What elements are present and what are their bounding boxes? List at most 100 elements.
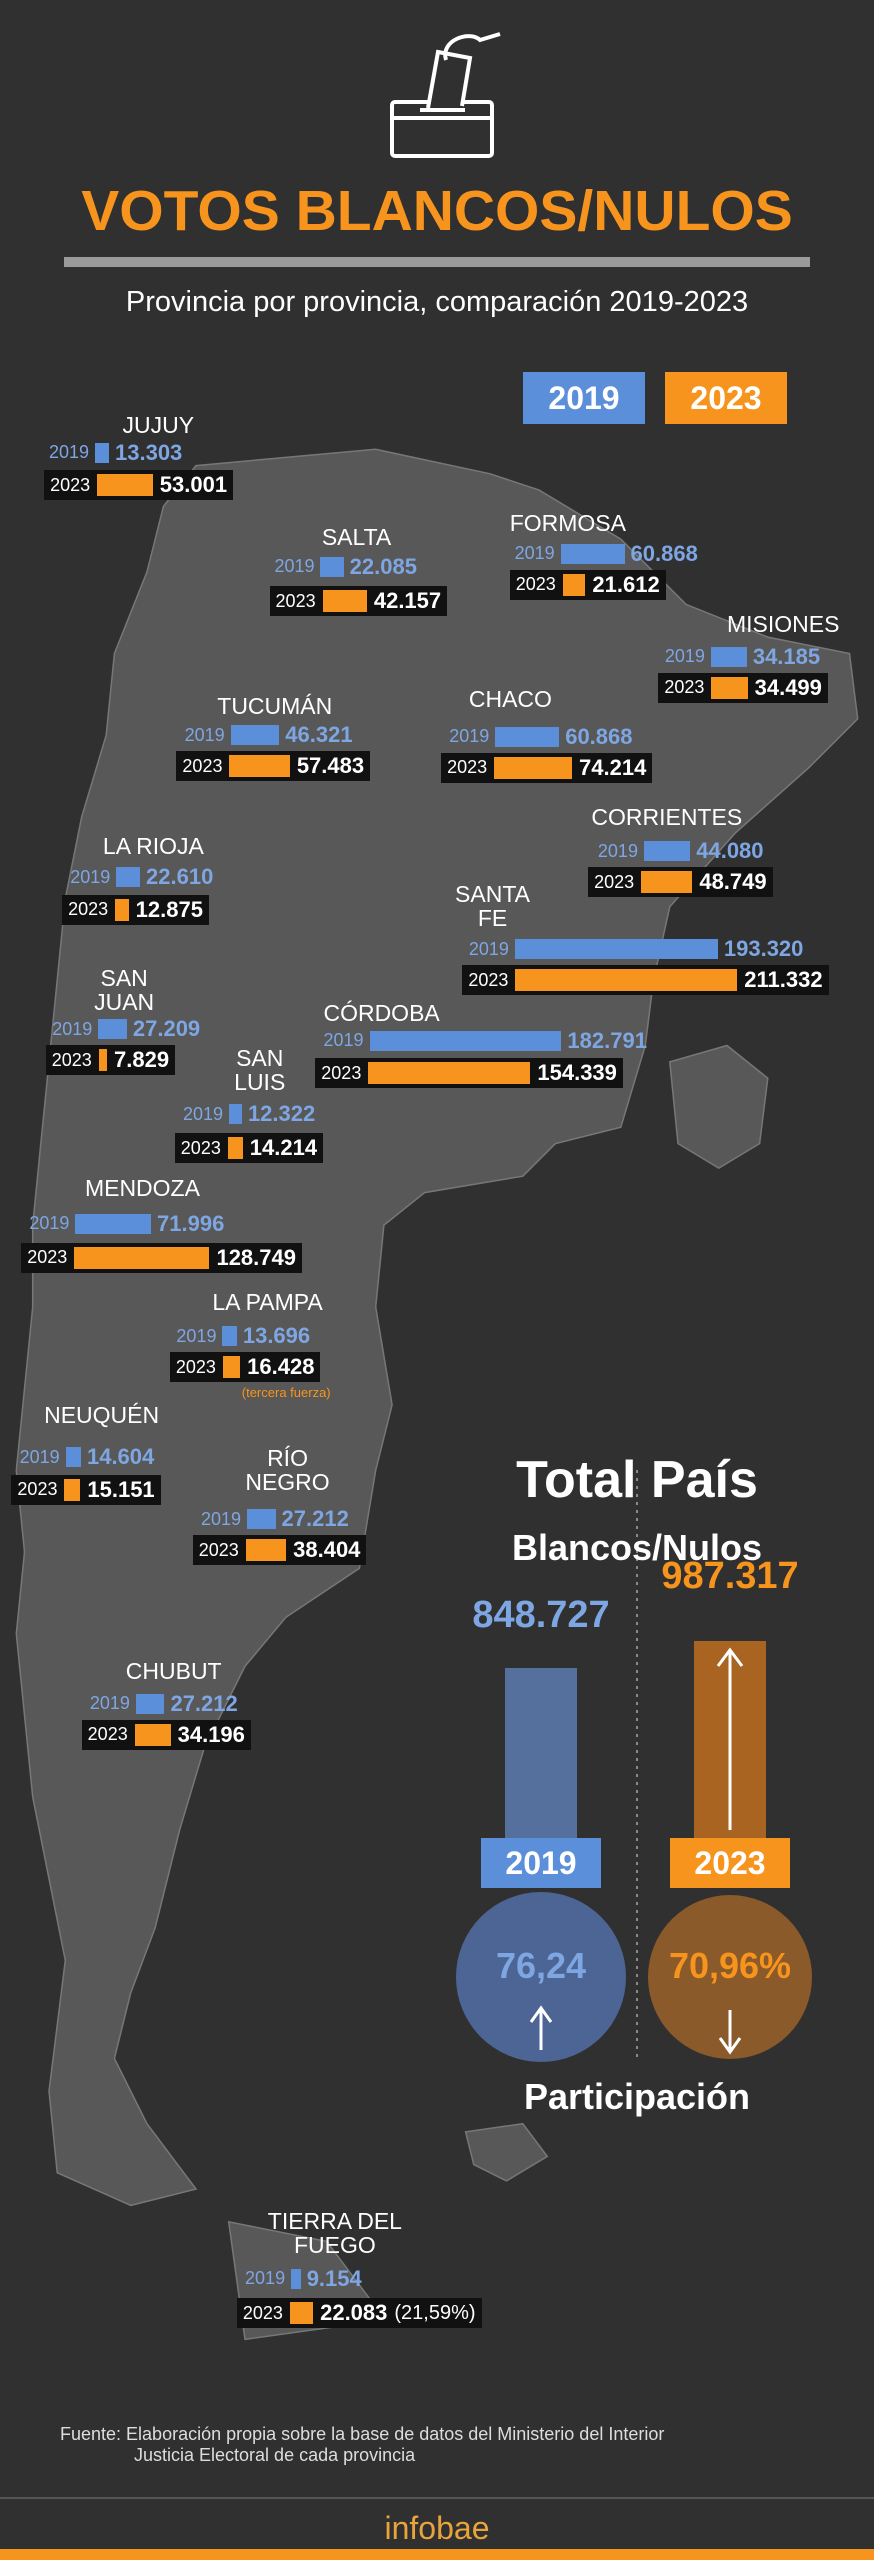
year-label: 2019 (89, 1693, 130, 1714)
bar (64, 1478, 81, 1501)
value-label: 34.499 (754, 674, 822, 700)
bar (368, 1062, 531, 1085)
province-name: CORRIENTES (591, 803, 743, 830)
year-label: 2019 (49, 442, 90, 463)
bar (711, 676, 748, 699)
bar (245, 1539, 287, 1562)
row-2023: 2023 38.404 (192, 1535, 367, 1566)
participation-label: 70,96% (668, 1945, 792, 1986)
row-2019: 2019 27.212 (90, 1691, 238, 1717)
year-label: 2019 (176, 1325, 217, 1346)
year-label: 2023 (242, 2302, 283, 2323)
row-2023: 2023 16.428 (169, 1352, 321, 1383)
province-name: SAN LUIS (234, 1044, 286, 1095)
bar (560, 543, 625, 564)
value-label: 60.868 (565, 723, 633, 749)
row-2023: 2023 128.749 (21, 1242, 302, 1273)
row-2023: 2023 34.499 (658, 672, 828, 703)
year-label: 2019 (245, 2268, 286, 2289)
year-label: 2023 (664, 677, 705, 698)
value-label: 48.749 (699, 869, 767, 895)
year-label: 2023 (198, 1539, 239, 1560)
value-label: 15.151 (87, 1476, 155, 1502)
bar (229, 755, 290, 778)
year-label: 2019 (70, 866, 111, 887)
value-label: 182.791 (567, 1027, 647, 1053)
year-label: 2019 (19, 1446, 60, 1467)
province-name: SAN JUAN (94, 964, 155, 1015)
legend-item: 2023 (665, 372, 787, 424)
row-2023: 2023 48.749 (588, 867, 773, 898)
year-label: 2019 (274, 556, 315, 577)
province-name: SANTA FE (455, 881, 531, 932)
row-2019: 2019 22.610 (70, 864, 213, 890)
value-label: 12.322 (247, 1101, 316, 1127)
total-value: 848.727 (472, 1594, 610, 1637)
value-label: 9.154 (306, 2265, 362, 2291)
row-2023: 2023 14.214 (174, 1133, 324, 1164)
province-name: TUCUMÁN (217, 692, 333, 719)
province-name: RÍO NEGRO (245, 1444, 330, 1495)
year-label: 2019 (200, 1508, 241, 1529)
year-label: 2023 (50, 474, 91, 495)
value-label: 53.001 (159, 472, 228, 498)
year-label: 2019 (664, 646, 705, 667)
bar (369, 1030, 562, 1051)
year-label: 2019 (449, 726, 490, 747)
value-label: 38.404 (293, 1537, 361, 1563)
subtitle: Provincia por provincia, comparación 201… (125, 286, 749, 318)
year-label: 2023 (468, 969, 509, 990)
bar (710, 646, 747, 667)
year-label: 2023 (515, 574, 556, 595)
row-2019: 2019 27.212 (201, 1506, 349, 1532)
bar (115, 898, 129, 921)
year-label: 2019 (184, 724, 225, 745)
footer-band (0, 2549, 874, 2560)
value-label: 22.083 (320, 2300, 388, 2326)
participation-title: Participación (523, 2076, 751, 2117)
year-label: 2023 (321, 1062, 362, 1083)
row-2019: 2019 27.209 (52, 1016, 200, 1042)
row-2023: 2023 57.483 (176, 751, 371, 782)
row-2019: 2019 71.996 (29, 1211, 224, 1237)
value-label: 34.185 (752, 643, 821, 669)
bar (230, 725, 280, 746)
title: VOTOS BLANCOS/NULOS (81, 179, 793, 243)
bar (495, 726, 560, 747)
value-label: 14.214 (249, 1135, 318, 1161)
bar (643, 841, 691, 862)
row-2023: 2023 154.339 (315, 1058, 623, 1089)
value-label: 16.428 (247, 1354, 315, 1380)
row-2023: 2023 211.332 (462, 965, 829, 996)
bar (514, 939, 718, 960)
islands (464, 2122, 549, 2182)
row-2023: 2023 53.001 (44, 470, 234, 501)
total-bar (694, 1640, 766, 1838)
bar (291, 2268, 301, 2289)
value-label: 42.157 (373, 588, 442, 614)
year-label: 2023 (175, 1356, 216, 1377)
bar (95, 442, 109, 463)
total-year: 2023 (670, 1838, 790, 1888)
province-name: LA PAMPA (212, 1289, 323, 1315)
value-label: 71.996 (157, 1210, 225, 1236)
annotation: (21,59%) (394, 2301, 476, 2324)
bar (74, 1246, 210, 1269)
row-2023: 2023 21.612 (509, 569, 666, 600)
year-label: 2023 (180, 1137, 221, 1158)
year-label: 2023 (275, 590, 316, 611)
row-2019: 2019 60.868 (515, 541, 698, 567)
value-label: 22.085 (349, 553, 417, 579)
year-label: 2019 (597, 840, 638, 861)
value-label: 34.196 (177, 1721, 245, 1747)
province-name: NEUQUÉN (44, 1401, 160, 1428)
bar (98, 1049, 107, 1072)
ballot-icon (390, 32, 501, 158)
bar (65, 1447, 81, 1468)
year-label: 2019 (182, 1103, 223, 1124)
value-label: 22.610 (146, 864, 214, 890)
year-label: 2023 (87, 1724, 128, 1745)
annotation: (tercera fuerza) (241, 1385, 331, 1401)
buenos-aires (668, 1044, 769, 1169)
bar (98, 1019, 127, 1040)
